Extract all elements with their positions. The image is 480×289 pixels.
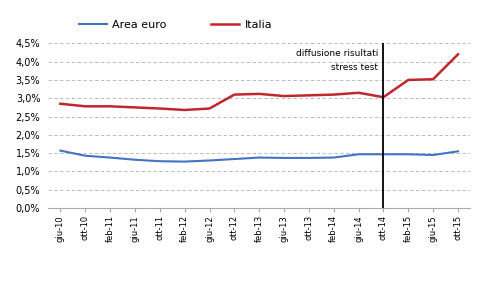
Area euro — [455, 150, 461, 153]
Italia — [182, 108, 188, 112]
Area euro — [406, 153, 411, 156]
Legend: Area euro, Italia: Area euro, Italia — [75, 16, 276, 34]
Italia — [381, 95, 386, 99]
Italia — [306, 94, 312, 97]
Italia — [406, 78, 411, 82]
Italia — [430, 77, 436, 81]
Area euro — [381, 153, 386, 156]
Area euro — [58, 149, 63, 152]
Italia — [281, 94, 287, 98]
Area euro — [182, 160, 188, 163]
Text: diffusione risultati: diffusione risultati — [296, 49, 378, 58]
Text: stress test: stress test — [332, 64, 378, 73]
Italia — [356, 91, 361, 95]
Area euro — [83, 154, 88, 158]
Italia — [206, 107, 212, 110]
Area euro — [107, 156, 113, 159]
Area euro — [132, 158, 138, 162]
Italia — [132, 106, 138, 109]
Italia — [455, 53, 461, 56]
Italia — [107, 105, 113, 108]
Area euro — [331, 156, 336, 159]
Area euro — [231, 157, 237, 161]
Area euro — [157, 160, 163, 163]
Area euro — [281, 156, 287, 160]
Italia — [256, 92, 262, 96]
Area euro — [356, 153, 361, 156]
Line: Area euro: Area euro — [60, 151, 458, 162]
Italia — [157, 107, 163, 110]
Area euro — [256, 156, 262, 159]
Area euro — [306, 156, 312, 160]
Italia — [58, 102, 63, 105]
Italia — [331, 93, 336, 96]
Area euro — [206, 159, 212, 162]
Italia — [231, 93, 237, 96]
Area euro — [430, 153, 436, 157]
Line: Italia: Italia — [60, 54, 458, 110]
Italia — [83, 105, 88, 108]
